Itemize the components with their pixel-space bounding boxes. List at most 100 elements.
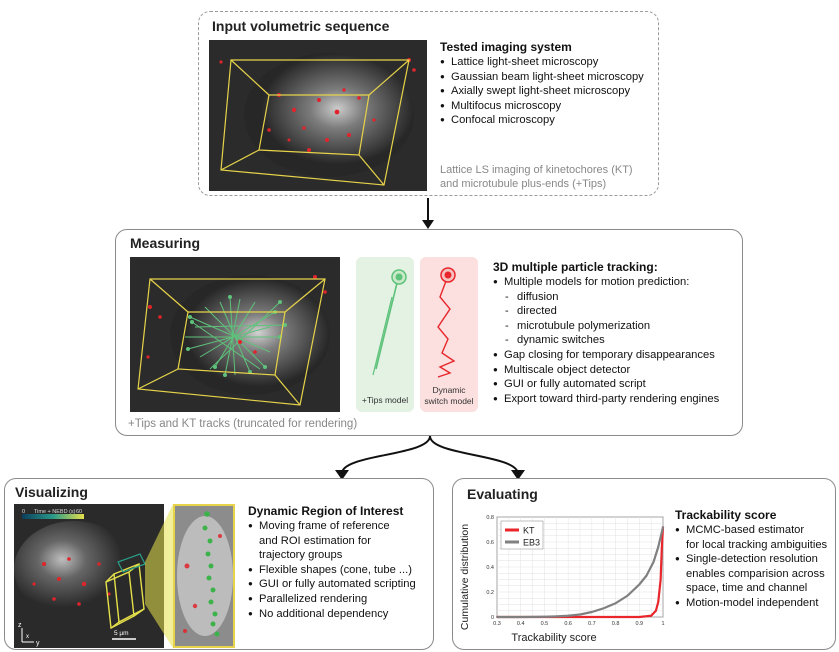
scalebar-label: 5 µm [114, 630, 129, 637]
tips-model-card: +Tips model [356, 257, 414, 412]
score-title: Trackability score [675, 508, 777, 522]
tracking-item: - dynamic switches [505, 334, 605, 347]
tips-model-label: +Tips model [361, 395, 409, 405]
system-item: ● Confocal microscopy [440, 114, 555, 127]
input-caption-2: and microtubule plus-ends (+Tips) [440, 178, 607, 190]
roi-zoom-image [173, 504, 235, 648]
score-item-text: enables comparision across [686, 567, 825, 580]
colorbar-max: 60 [76, 509, 82, 515]
system-item-text: Axially swept light-sheet microscopy [451, 85, 631, 98]
tracking-item-text: dynamic switches [517, 334, 605, 347]
score-item: ● Single-detection resolution [675, 553, 818, 566]
series-point-eb3 [543, 615, 546, 618]
score-item: ● MCMC-based estimator [675, 524, 805, 536]
switch-model-label-2: switch model [424, 396, 474, 406]
input-volume-image [209, 40, 427, 191]
tracking-title: 3D multiple particle tracking: [493, 260, 658, 274]
system-item: ● Multifocus microscopy [440, 99, 562, 112]
roi-item: trajectory groups [248, 548, 416, 563]
roi-list: ● Moving frame of reference and ROI estima… [248, 519, 416, 621]
roi-item: ● Parallelized rendering [248, 592, 368, 605]
system-item: ● Gaussian beam light-sheet microscopy [440, 70, 644, 83]
roi-image: 0 Time + NEBD (s) 60 5 µm z y x [14, 504, 164, 648]
roi-item: ● No additional dependency [248, 607, 389, 620]
score-list: ● MCMC-based estimator for local tracking … [675, 523, 827, 611]
series-line-kt [497, 526, 665, 619]
y-tick-label: 0.6 [486, 540, 494, 546]
series-point-eb3 [496, 616, 498, 618]
arrow-down-icon [422, 198, 434, 229]
tracking-item-text: Multiple models for motion prediction: [504, 276, 690, 288]
axis-y-label: y [36, 640, 40, 647]
x-tick-label: 0.4 [517, 621, 525, 627]
colorbar [22, 514, 84, 519]
chart-ylabel: Cumulative distribution [459, 524, 471, 630]
tracking-item: ● Multiple models for motion prediction: [493, 276, 690, 288]
y-tick-label: 0.2 [486, 590, 494, 596]
chart-xlabel: Trackability score [511, 632, 596, 644]
series-point-eb3 [602, 607, 605, 610]
x-tick-label: 1 [661, 621, 664, 627]
tracking-item-text: directed [517, 305, 557, 318]
visualizing-title: Visualizing [15, 484, 88, 500]
series-point-kt [659, 578, 662, 581]
tracking-item-text: Multiscale object detector [504, 363, 631, 376]
visualizing-panel: Visualizing [4, 478, 434, 650]
input-title: Input volumetric sequence [212, 18, 390, 34]
y-tick-label: 0 [491, 615, 494, 621]
series-point-eb3 [590, 611, 593, 613]
axis-x-label: x [26, 634, 29, 640]
score-item-text: Single-detection resolution [686, 553, 818, 566]
x-tick-label: 0.7 [588, 621, 596, 627]
score-item: ● Motion-model independent [675, 596, 819, 609]
roi-item-text: and ROI estimation for [259, 534, 371, 547]
x-tick-label: 0.5 [541, 621, 549, 627]
tracking-item: ● Multiscale object detector [493, 363, 631, 376]
roi-item: ● GUI or fully automated scripting [248, 578, 416, 591]
roi-zoom-render [175, 506, 233, 646]
series-point-kt [657, 601, 660, 603]
series-point-eb3 [662, 526, 664, 528]
colorbar-label: Time + NEBD (s) [34, 509, 76, 515]
series-point-eb3 [652, 561, 655, 563]
score-item: for local tracking ambiguities [675, 538, 827, 553]
tracking-item: ● GUI or fully automated script [493, 378, 646, 391]
volume-render [209, 40, 427, 191]
series-point-eb3 [579, 613, 581, 616]
roi-item: and ROI estimation for [248, 534, 416, 549]
score-item-text: Motion-model independent [686, 596, 819, 609]
roi-item-text: Parallelized rendering [259, 592, 368, 605]
y-tick-label: 0.4 [486, 565, 494, 571]
series-point-kt [650, 614, 653, 617]
tracking-item-text: GUI or fully automated script [504, 378, 646, 391]
measuring-panel: Measuring [115, 229, 743, 436]
systems-list: ● Lattice light-sheet microscopy ● Gaussian… [440, 55, 644, 128]
roi-item: ● Moving frame of reference [248, 520, 390, 532]
score-item: enables comparision across [675, 567, 827, 582]
tracking-item: - diffusion [505, 290, 559, 303]
tracking-item-text: diffusion [517, 290, 559, 303]
legend-label: KT [523, 526, 535, 536]
tips-model-icon [372, 269, 407, 376]
series-point-eb3 [645, 574, 648, 577]
score-item-text: for local tracking ambiguities [686, 538, 828, 551]
system-item: ● Lattice light-sheet microscopy [440, 56, 599, 68]
system-item-text: Gaussian beam light-sheet microscopy [451, 70, 644, 83]
series-point-eb3 [614, 602, 617, 605]
roi-item-text: GUI or fully automated scripting [259, 578, 416, 591]
zoom-connector [145, 504, 173, 648]
legend-label: EB3 [523, 538, 540, 548]
branch-arrows-icon [335, 435, 525, 480]
tracking-item-text: Export toward third-party rendering engi… [504, 392, 720, 405]
system-item-text: Lattice light-sheet microscopy [451, 56, 599, 68]
tracking-item-text: Gap closing for temporary disappearances [504, 348, 715, 361]
legend-box [500, 520, 544, 550]
switch-model-card: Dynamic switch model [420, 257, 478, 412]
roi-item-text: Flexible shapes (cone, tube ...) [259, 563, 412, 576]
series-point-eb3 [519, 616, 522, 618]
roi-item-text: No additional dependency [259, 607, 389, 620]
x-tick-label: 0.9 [635, 621, 643, 627]
measuring-track-image [130, 257, 340, 412]
roi-title: Dynamic Region of Interest [248, 504, 404, 518]
track-render [130, 257, 340, 412]
